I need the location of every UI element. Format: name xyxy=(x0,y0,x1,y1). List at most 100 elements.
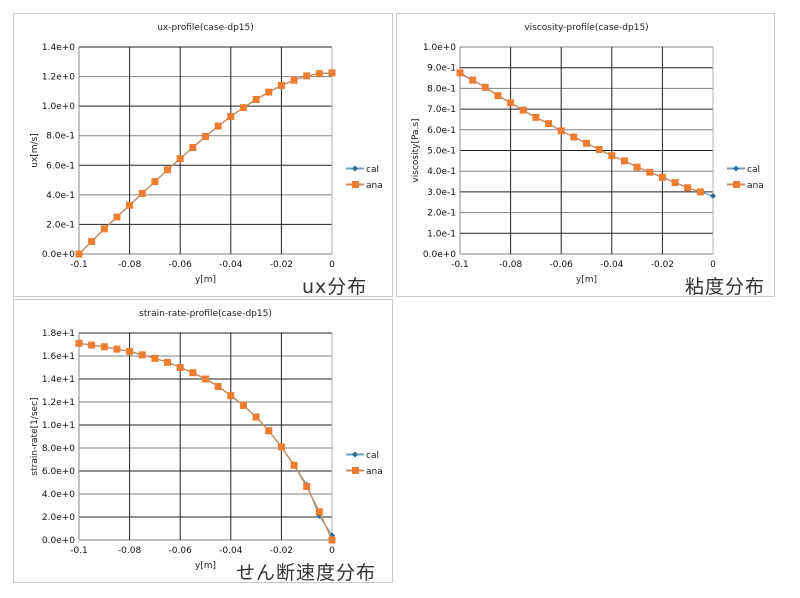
y-tick-label: 1.0e+1 xyxy=(42,421,75,431)
marker-ana xyxy=(252,413,260,421)
marker-ana xyxy=(620,157,628,165)
x-tick-label: 0 xyxy=(329,260,335,270)
y-tick-label: 4.0e-1 xyxy=(427,167,456,177)
marker-ana xyxy=(557,127,565,135)
marker-ana xyxy=(126,347,134,355)
marker-ana xyxy=(481,83,489,91)
series-line-cal xyxy=(78,72,333,255)
x-tick-label: -0.02 xyxy=(270,546,293,556)
y-tick-label: 8.0e-1 xyxy=(46,132,75,142)
x-tick-label: -0.1 xyxy=(70,260,88,270)
marker-cal xyxy=(316,512,323,519)
legend-item-cal: cal xyxy=(346,165,379,175)
y-tick-label: 2.0e+0 xyxy=(42,513,75,523)
x-tick-label: -0.06 xyxy=(169,546,193,556)
chart-strain-rate-profile: strain-rate-profile(case-dp15) 0.0e+0 2.0e… xyxy=(13,299,393,584)
marker-cal xyxy=(329,532,335,539)
x-tick-label: -0.04 xyxy=(219,260,243,270)
y-tick-label: 0.0e+0 xyxy=(42,536,75,546)
marker-ana xyxy=(75,250,83,258)
marker-ana xyxy=(88,237,96,245)
marker-ana xyxy=(189,144,197,152)
y-tick-label: 4.0e-1 xyxy=(46,191,75,201)
legend-item-cal: cal xyxy=(346,451,379,461)
caption-strain-rate: せん断速度分布 xyxy=(236,562,377,584)
y-tick-label: 1.8e+1 xyxy=(42,329,75,339)
marker-ana xyxy=(126,201,134,209)
marker-ana xyxy=(684,184,692,192)
legend-label: ana xyxy=(366,181,383,191)
marker-ana xyxy=(303,72,311,80)
x-tick-label: 0 xyxy=(710,260,716,270)
y-tick-label: 2.0e-1 xyxy=(427,209,456,219)
marker-ana xyxy=(277,81,285,89)
marker-ana xyxy=(303,483,311,491)
marker-ana xyxy=(113,213,121,221)
marker-ana xyxy=(328,536,336,544)
series-line-cal xyxy=(78,342,333,536)
y-axis-label: viscosity[Pa.s] xyxy=(411,118,421,182)
marker-ana xyxy=(202,132,209,140)
marker-ana xyxy=(151,178,159,186)
x-tick-label: -0.1 xyxy=(451,260,469,270)
caption-viscosity: 粘度分布 xyxy=(685,276,766,298)
x-tick-label: -0.04 xyxy=(219,546,243,556)
x-axis-label: y[m] xyxy=(576,275,597,285)
series-line-ana xyxy=(78,72,333,255)
y-tick-label: 1.0e+0 xyxy=(423,43,456,53)
legend-item-ana: ana xyxy=(346,181,383,191)
marker-ana xyxy=(646,168,654,176)
y-tick-label: 0.0e+0 xyxy=(42,250,75,260)
legend-item-ana: ana xyxy=(346,467,383,477)
marker-ana xyxy=(595,145,603,153)
y-tick-label: 2.0e-1 xyxy=(46,220,75,230)
x-tick-label: -0.08 xyxy=(118,546,142,556)
marker-ana xyxy=(532,113,540,121)
marker-ana xyxy=(633,163,641,171)
marker-ana xyxy=(100,343,108,351)
legend-label: cal xyxy=(747,165,760,175)
y-tick-label: 1.4e+1 xyxy=(42,375,75,385)
marker-ana xyxy=(239,104,247,112)
marker-ana xyxy=(202,375,209,383)
legend-label: cal xyxy=(366,451,379,461)
marker-ana xyxy=(138,189,146,197)
marker-ana xyxy=(658,173,666,181)
y-tick-label: 4.0e+0 xyxy=(42,490,75,500)
marker-ana xyxy=(671,179,679,187)
marker-ana xyxy=(456,69,464,77)
marker-ana xyxy=(75,339,83,347)
y-tick-label: 1.2e+0 xyxy=(42,73,75,83)
x-tick-label: -0.08 xyxy=(118,260,142,270)
marker-ana xyxy=(290,461,298,469)
marker-ana xyxy=(519,106,527,114)
marker-ana xyxy=(494,92,502,100)
marker-ana xyxy=(252,95,260,103)
y-tick-label: 1.0e-1 xyxy=(427,229,456,239)
marker-ana xyxy=(151,354,159,362)
marker-ana xyxy=(469,76,477,84)
marker-cal xyxy=(710,193,716,200)
legend-label: ana xyxy=(366,467,383,477)
y-tick-label: 5.0e-1 xyxy=(427,147,456,157)
x-tick-label: 0 xyxy=(329,546,335,556)
y-tick-label: 3.0e-1 xyxy=(427,188,456,198)
x-axis-label: y[m] xyxy=(195,561,216,571)
marker-ana xyxy=(570,133,578,141)
y-tick-label: 1.6e+1 xyxy=(42,352,75,362)
y-axis-label: strain-rate[1/sec] xyxy=(30,397,40,475)
x-tick-label: -0.04 xyxy=(600,260,624,270)
marker-ana xyxy=(583,139,590,147)
marker-ana xyxy=(176,364,184,371)
marker-ana xyxy=(328,69,336,77)
legend-label: ana xyxy=(747,181,764,191)
y-tick-label: 1.2e+1 xyxy=(42,398,75,408)
marker-ana xyxy=(315,508,323,516)
chart-title: ux-profile(case-dp15) xyxy=(157,23,254,33)
marker-ana xyxy=(265,427,273,435)
x-tick-label: -0.1 xyxy=(70,546,88,556)
y-tick-label: 0.0e+0 xyxy=(423,250,456,260)
chart-ux-profile: ux-profile(case-dp15) 0.0e+0 2.0e-1 4.0e-1 6… xyxy=(13,13,393,298)
marker-ana xyxy=(265,88,273,96)
y-tick-label: 6.0e+0 xyxy=(42,467,75,477)
